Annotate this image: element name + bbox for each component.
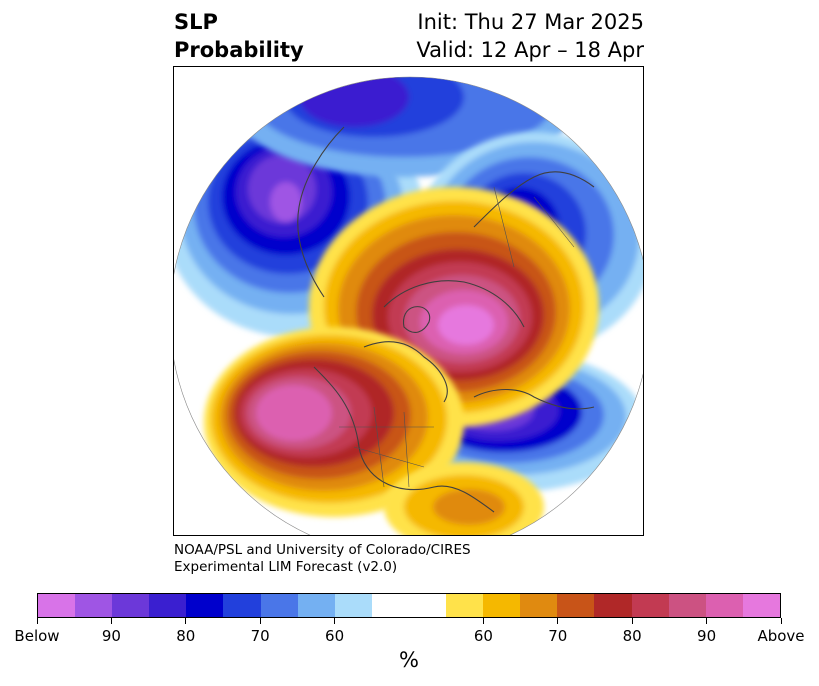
colorbar-swatch <box>223 594 261 617</box>
globe-edge <box>174 76 643 535</box>
map-frame <box>173 66 644 536</box>
colorbar-swatch <box>186 594 224 617</box>
colorbar-tick-label: 80 <box>622 627 642 645</box>
colorbar-swatch <box>112 594 150 617</box>
colorbar-tick-label: 70 <box>250 627 270 645</box>
colorbar-tick-label: Above <box>757 627 805 645</box>
colorbar-swatch <box>371 594 409 617</box>
colorbar-swatch <box>483 594 521 617</box>
colorbar-swatch <box>38 594 76 617</box>
colorbar-tick <box>259 618 261 624</box>
colorbar-tick <box>706 618 708 624</box>
colorbar-tick <box>780 618 782 624</box>
colorbar-tick-label: 90 <box>101 627 121 645</box>
credit: NOAA/PSL and University of Colorado/CIRE… <box>174 542 471 576</box>
colorbar-tick <box>334 618 336 624</box>
colorbar-tick-label: Below <box>14 627 60 645</box>
colorbar-swatch <box>334 594 372 617</box>
colorbar-swatch <box>408 594 447 617</box>
colorbar-swatch <box>557 594 595 617</box>
init-date: Init: Thu 27 Mar 2025 <box>417 10 644 34</box>
credit-line-2: Experimental LIM Forecast (v2.0) <box>174 559 398 575</box>
coastlines <box>297 126 595 513</box>
colorbar-tick-label: 80 <box>176 627 196 645</box>
colorbar-tick-label: 60 <box>325 627 345 645</box>
colorbar-tick-label: 70 <box>548 627 568 645</box>
credit-line-1: NOAA/PSL and University of Colorado/CIRE… <box>174 542 471 558</box>
title-metric: Probability <box>174 38 304 62</box>
colorbar-swatch <box>446 594 484 617</box>
colorbar-tick-label: 90 <box>697 627 717 645</box>
title-variable: SLP <box>174 10 218 34</box>
colorbar-swatch <box>668 594 706 617</box>
colorbar-swatch <box>594 594 632 617</box>
colorbar-swatch <box>260 594 298 617</box>
above-anomaly-north-america <box>204 327 464 517</box>
colorbar-tick <box>482 618 484 624</box>
colorbar <box>37 593 781 618</box>
colorbar-swatch <box>297 594 335 617</box>
above-anomaly-southeast-us <box>384 462 544 535</box>
colorbar-tick <box>185 618 187 624</box>
colorbar-tick <box>631 618 633 624</box>
title-left: SLP Probability <box>174 8 304 64</box>
colorbar-unit: % <box>399 648 419 672</box>
colorbar-tick-label: 60 <box>473 627 493 645</box>
colorbar-tick <box>110 618 112 624</box>
colorbar-tick <box>557 618 559 624</box>
colorbar-tick <box>36 618 38 624</box>
polar-map <box>174 76 643 535</box>
colorbar-swatch <box>149 594 187 617</box>
colorbar-swatch <box>520 594 558 617</box>
colorbar-swatch <box>705 594 743 617</box>
valid-range: Valid: 12 Apr – 18 Apr <box>416 38 644 62</box>
colorbar-swatch <box>75 594 113 617</box>
title-right: Init: Thu 27 Mar 2025 Valid: 12 Apr – 18… <box>416 8 644 64</box>
colorbar-swatch <box>742 594 780 617</box>
colorbar-swatch <box>631 594 669 617</box>
borders <box>339 186 575 488</box>
